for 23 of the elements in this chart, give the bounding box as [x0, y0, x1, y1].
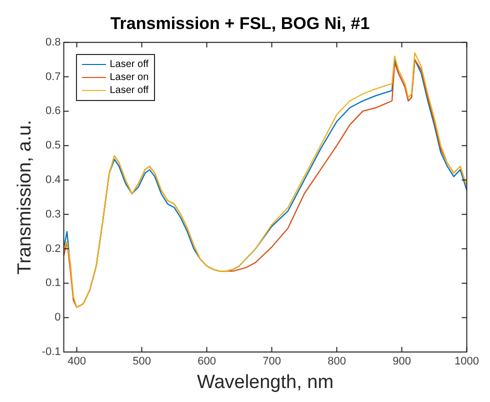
- legend-label: Laser off: [110, 58, 148, 72]
- y-tick-label: 0.7: [45, 70, 61, 83]
- x-tick-label: 800: [328, 356, 346, 368]
- x-tick-label: 1000: [454, 356, 480, 368]
- y-tick-label: 0.5: [45, 140, 61, 152]
- y-tick-label: 0.4: [45, 174, 61, 186]
- y-tick-label: 0: [54, 312, 61, 324]
- x-tick-label: 600: [198, 356, 216, 368]
- x-tick-label: 400: [68, 356, 86, 368]
- y-tick-label: 0.8: [45, 36, 61, 48]
- x-axis-title: Wavelength, nm: [196, 372, 334, 393]
- legend-label: Laser off: [110, 84, 148, 98]
- legend-label: Laser on: [110, 71, 149, 84]
- y-tick-label: 0.6: [45, 105, 61, 118]
- y-tick-label: 0.1: [45, 277, 61, 290]
- y-tick-label: 0.3: [45, 208, 61, 220]
- x-tick-label: 900: [392, 356, 411, 368]
- y-tick-label: 0.2: [45, 242, 61, 255]
- y-axis-title: Transmission, a.u.: [14, 120, 36, 274]
- chart-title: Transmission + FSL, BOG Ni, #1: [110, 14, 370, 33]
- y-tick-label: -0.1: [42, 346, 61, 358]
- x-tick-label: 700: [262, 356, 281, 368]
- x-tick-label: 500: [132, 356, 151, 368]
